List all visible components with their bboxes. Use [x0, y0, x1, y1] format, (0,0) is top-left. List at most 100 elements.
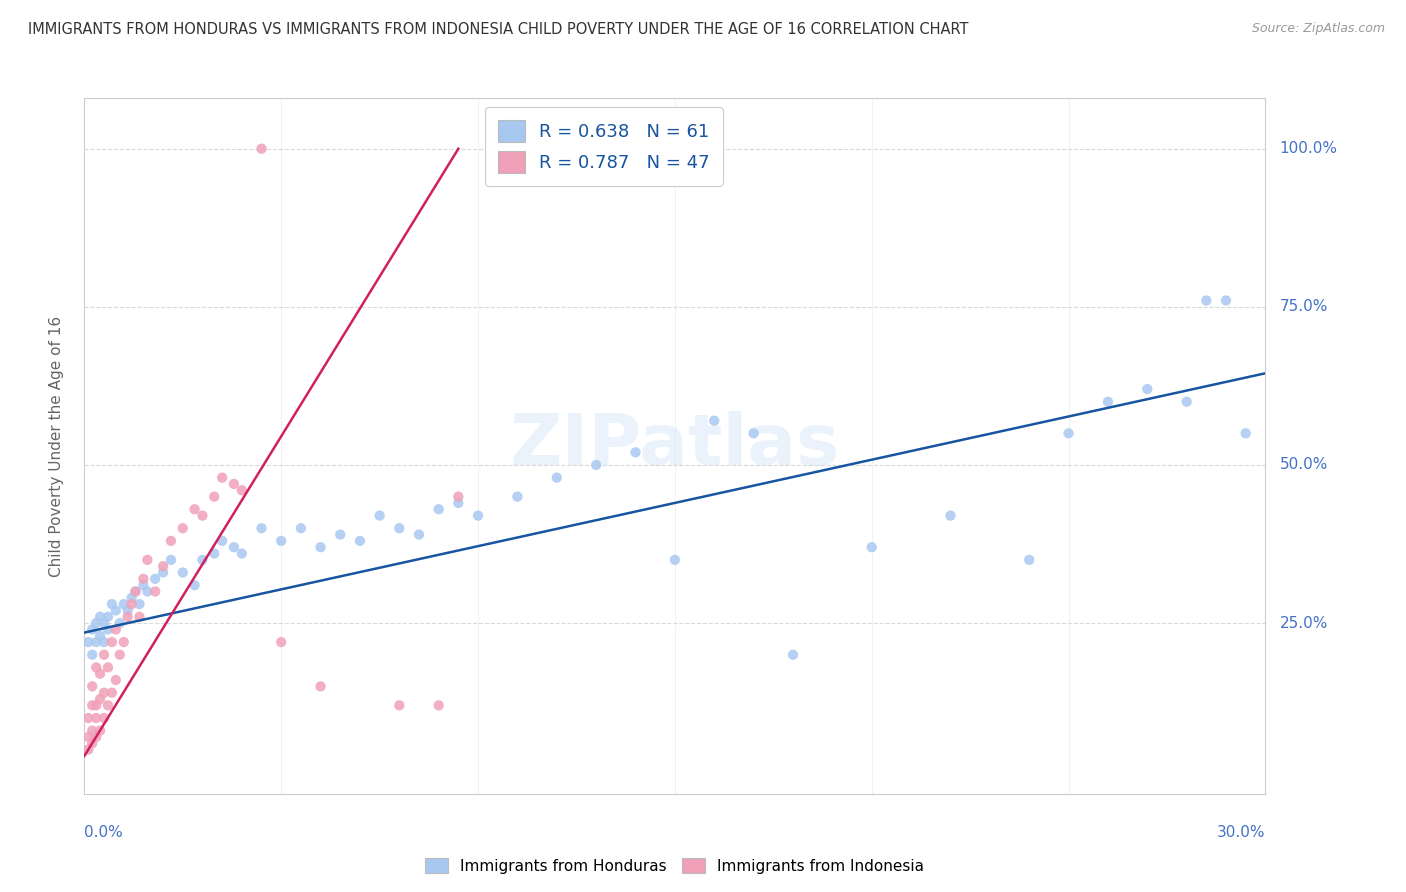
- Point: [664, 553, 686, 567]
- Point: [82, 736, 104, 750]
- Text: 50.0%: 50.0%: [1279, 458, 1327, 473]
- Point: [1234, 426, 1257, 441]
- Point: [108, 648, 131, 662]
- Point: [124, 584, 146, 599]
- Point: [104, 603, 127, 617]
- Point: [349, 533, 371, 548]
- Text: 25.0%: 25.0%: [1279, 615, 1327, 631]
- Point: [152, 559, 174, 574]
- Point: [250, 142, 273, 156]
- Point: [290, 521, 312, 535]
- Point: [82, 648, 104, 662]
- Point: [1195, 293, 1218, 308]
- Y-axis label: Child Poverty Under the Age of 16: Child Poverty Under the Age of 16: [49, 316, 63, 576]
- Point: [117, 609, 139, 624]
- Point: [101, 686, 124, 700]
- Point: [121, 597, 143, 611]
- Point: [742, 426, 765, 441]
- Point: [77, 730, 100, 744]
- Point: [183, 502, 205, 516]
- Point: [136, 584, 159, 599]
- Point: [546, 470, 568, 484]
- Point: [222, 477, 245, 491]
- Text: 0.0%: 0.0%: [84, 825, 124, 840]
- Point: [427, 502, 450, 516]
- Point: [191, 508, 214, 523]
- Point: [191, 553, 214, 567]
- Point: [97, 698, 120, 713]
- Point: [93, 635, 115, 649]
- Point: [132, 572, 155, 586]
- Point: [143, 572, 166, 586]
- Point: [1136, 382, 1159, 396]
- Point: [84, 711, 107, 725]
- Text: Source: ZipAtlas.com: Source: ZipAtlas.com: [1251, 22, 1385, 36]
- Point: [128, 597, 150, 611]
- Point: [89, 692, 111, 706]
- Point: [467, 508, 489, 523]
- Point: [93, 711, 115, 725]
- Point: [1215, 293, 1237, 308]
- Point: [368, 508, 391, 523]
- Point: [97, 609, 120, 624]
- Point: [104, 673, 127, 687]
- Point: [1097, 394, 1119, 409]
- Point: [270, 533, 292, 548]
- Point: [97, 660, 120, 674]
- Point: [585, 458, 607, 472]
- Point: [101, 597, 124, 611]
- Point: [939, 508, 962, 523]
- Point: [1057, 426, 1080, 441]
- Point: [84, 635, 107, 649]
- Point: [97, 623, 120, 637]
- Point: [202, 490, 225, 504]
- Point: [160, 553, 183, 567]
- Legend: Immigrants from Honduras, Immigrants from Indonesia: Immigrants from Honduras, Immigrants fro…: [419, 852, 931, 880]
- Point: [143, 584, 166, 599]
- Point: [84, 730, 107, 744]
- Point: [82, 698, 104, 713]
- Point: [309, 679, 332, 693]
- Point: [309, 540, 332, 554]
- Text: ZIPatlas: ZIPatlas: [510, 411, 839, 481]
- Point: [782, 648, 804, 662]
- Point: [270, 635, 292, 649]
- Point: [202, 547, 225, 561]
- Point: [183, 578, 205, 592]
- Point: [77, 711, 100, 725]
- Point: [211, 470, 233, 484]
- Point: [128, 609, 150, 624]
- Point: [124, 584, 146, 599]
- Point: [624, 445, 647, 459]
- Point: [77, 742, 100, 756]
- Point: [160, 533, 183, 548]
- Point: [506, 490, 529, 504]
- Point: [84, 616, 107, 631]
- Point: [132, 578, 155, 592]
- Text: 100.0%: 100.0%: [1279, 141, 1337, 156]
- Point: [89, 666, 111, 681]
- Point: [231, 483, 253, 498]
- Point: [89, 723, 111, 738]
- Point: [1018, 553, 1040, 567]
- Text: 30.0%: 30.0%: [1218, 825, 1265, 840]
- Point: [703, 414, 725, 428]
- Point: [84, 698, 107, 713]
- Text: IMMIGRANTS FROM HONDURAS VS IMMIGRANTS FROM INDONESIA CHILD POVERTY UNDER THE AG: IMMIGRANTS FROM HONDURAS VS IMMIGRANTS F…: [28, 22, 969, 37]
- Point: [89, 609, 111, 624]
- Point: [84, 660, 107, 674]
- Point: [1175, 394, 1198, 409]
- Point: [388, 698, 411, 713]
- Legend: R = 0.638   N = 61, R = 0.787   N = 47: R = 0.638 N = 61, R = 0.787 N = 47: [485, 107, 723, 186]
- Point: [89, 629, 111, 643]
- Point: [231, 547, 253, 561]
- Point: [112, 597, 135, 611]
- Point: [172, 521, 194, 535]
- Point: [77, 635, 100, 649]
- Point: [152, 566, 174, 580]
- Point: [82, 723, 104, 738]
- Point: [101, 635, 124, 649]
- Point: [427, 698, 450, 713]
- Point: [408, 527, 430, 541]
- Point: [93, 648, 115, 662]
